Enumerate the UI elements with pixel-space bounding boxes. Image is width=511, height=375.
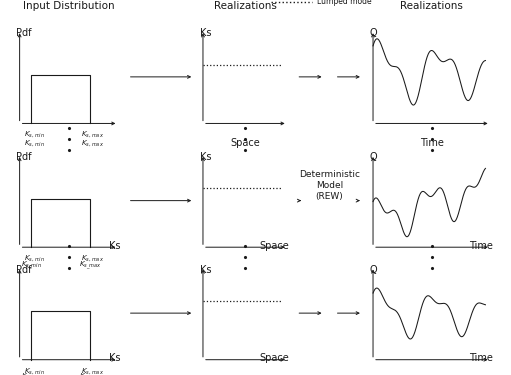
Text: Q: Q bbox=[369, 28, 377, 38]
Text: Ks: Ks bbox=[200, 28, 212, 38]
Text: Deterministic
Model
(REW): Deterministic Model (REW) bbox=[299, 170, 360, 201]
Text: $K_{s\_min}$: $K_{s\_min}$ bbox=[21, 260, 42, 272]
Text: Sample Input
Realizations: Sample Input Realizations bbox=[211, 0, 280, 11]
Text: Pdf: Pdf bbox=[16, 28, 32, 38]
Text: Space: Space bbox=[230, 138, 260, 148]
Text: Input Distribution: Input Distribution bbox=[23, 1, 115, 11]
Text: $K_{s,min}$: $K_{s,min}$ bbox=[24, 366, 45, 375]
Text: Space: Space bbox=[260, 353, 289, 363]
Text: Ks: Ks bbox=[200, 152, 212, 162]
Text: $K_{s,min}$: $K_{s,min}$ bbox=[24, 138, 45, 148]
Text: Lumped mode: Lumped mode bbox=[317, 0, 371, 6]
Text: $K_{s,min}$: $K_{s,min}$ bbox=[24, 253, 45, 263]
Text: $K_{s,max}$: $K_{s,max}$ bbox=[81, 129, 104, 140]
Text: Q: Q bbox=[369, 264, 377, 274]
Text: $K_{s\_max}$: $K_{s\_max}$ bbox=[79, 372, 102, 375]
Text: Ks: Ks bbox=[109, 353, 121, 363]
Text: $K_{s,min}$: $K_{s,min}$ bbox=[24, 129, 45, 140]
Text: $K_{s\_min}$: $K_{s\_min}$ bbox=[21, 372, 42, 375]
Text: Pdf: Pdf bbox=[16, 264, 32, 274]
Text: Space: Space bbox=[260, 241, 289, 251]
Text: $K_{s,max}$: $K_{s,max}$ bbox=[81, 138, 104, 148]
Text: Time: Time bbox=[469, 353, 493, 363]
Text: Ks: Ks bbox=[200, 264, 212, 274]
Text: Output
Realizations: Output Realizations bbox=[400, 0, 463, 11]
Text: $K_{s,max}$: $K_{s,max}$ bbox=[81, 366, 104, 375]
Text: Time: Time bbox=[420, 138, 444, 148]
Text: Q: Q bbox=[369, 152, 377, 162]
Text: Pdf: Pdf bbox=[16, 152, 32, 162]
Text: $K_{s,max}$: $K_{s,max}$ bbox=[81, 253, 104, 263]
Text: Ks: Ks bbox=[109, 241, 121, 251]
Text: Time: Time bbox=[469, 241, 493, 251]
Text: $K_{s\_max}$: $K_{s\_max}$ bbox=[79, 260, 102, 272]
